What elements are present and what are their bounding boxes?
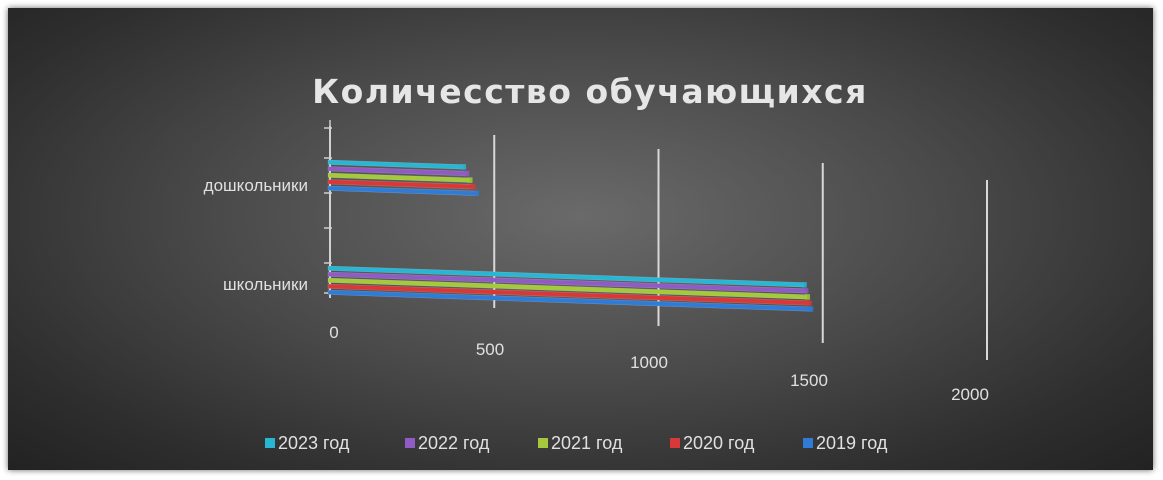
category-label: дошкольники: [204, 176, 308, 195]
legend-item: 2023 год: [265, 433, 350, 453]
legend-label: 2020 год: [683, 433, 755, 453]
legend-swatch: [265, 438, 275, 448]
legend-swatch: [405, 438, 415, 448]
x-tick-label: 1500: [790, 371, 828, 390]
chart-area: Количесство обучающихся дошкольники школь…: [8, 8, 1153, 470]
bar-end-cap: [461, 164, 467, 170]
legend-label: 2023 год: [278, 433, 350, 453]
bar-end-cap: [805, 294, 811, 300]
legend-item: 2019 год: [803, 433, 888, 453]
bar-end-cap: [806, 300, 812, 306]
chart-canvas: Количесство обучающихся дошкольники школь…: [204, 72, 989, 453]
legend-label: 2022 год: [418, 433, 490, 453]
x-tick-label: 0: [329, 323, 338, 342]
legend-label: 2021 год: [551, 433, 623, 453]
chart-title: Количесство обучающихся: [312, 72, 868, 111]
x-tick-label: 500: [476, 340, 504, 359]
x-tick-label: 1000: [630, 353, 668, 372]
bar-end-cap: [801, 282, 807, 288]
bar-end-cap: [464, 170, 470, 177]
legend-swatch: [538, 438, 548, 448]
bar-end-cap: [470, 183, 476, 190]
bar-end-cap: [474, 190, 480, 197]
bar-end-cap: [803, 288, 809, 294]
x-tick-label: 2000: [951, 385, 989, 404]
category-label: школьники: [223, 275, 308, 294]
legend-swatch: [803, 438, 813, 448]
legend-swatch: [670, 438, 680, 448]
legend-item: 2020 год: [670, 433, 755, 453]
legend-label: 2019 год: [816, 433, 888, 453]
bar-end-cap: [808, 306, 814, 312]
legend-item: 2022 год: [405, 433, 490, 453]
legend-item: 2021 год: [538, 433, 623, 453]
bar-end-cap: [467, 177, 473, 183]
